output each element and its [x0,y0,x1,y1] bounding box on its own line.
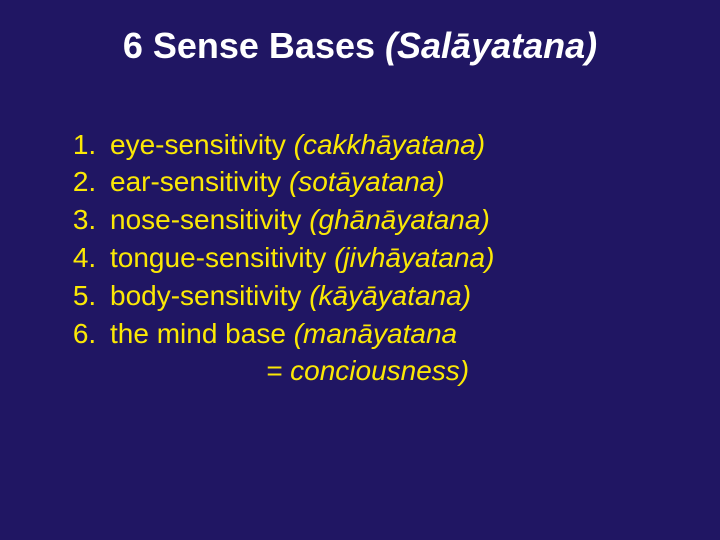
item-pali: (manāyatana [294,318,457,349]
item-pali: (ghānāyatana) [309,204,490,235]
item-pali: (kāyāyatana) [309,280,471,311]
title-pali: (Salāyatana) [385,25,597,66]
list-item: tongue-sensitivity (jivhāyatana) [104,239,680,277]
list-item: body-sensitivity (kāyāyatana) [104,277,680,315]
item-english: body-sensitivity [110,280,309,311]
item-english: eye-sensitivity [110,129,294,160]
slide-title: 6 Sense Bases (Salāyatana) [40,26,680,66]
item-english: tongue-sensitivity [110,242,334,273]
sense-base-list: eye-sensitivity (cakkhāyatana) ear-sensi… [68,126,680,353]
item-english: nose-sensitivity [110,204,309,235]
continuation-line: = conciousness) [266,352,680,390]
item-english: the mind base [110,318,294,349]
slide: 6 Sense Bases (Salāyatana) eye-sensitivi… [0,0,720,540]
item-pali: (jivhāyatana) [334,242,494,273]
item-pali: (sotāyatana) [289,166,445,197]
list-item: eye-sensitivity (cakkhāyatana) [104,126,680,164]
item-pali: (cakkhāyatana) [294,129,485,160]
title-plain: 6 Sense Bases [123,25,385,66]
list-item: the mind base (manāyatana [104,315,680,353]
list-item: ear-sensitivity (sotāyatana) [104,163,680,201]
list-item: nose-sensitivity (ghānāyatana) [104,201,680,239]
item-english: ear-sensitivity [110,166,289,197]
